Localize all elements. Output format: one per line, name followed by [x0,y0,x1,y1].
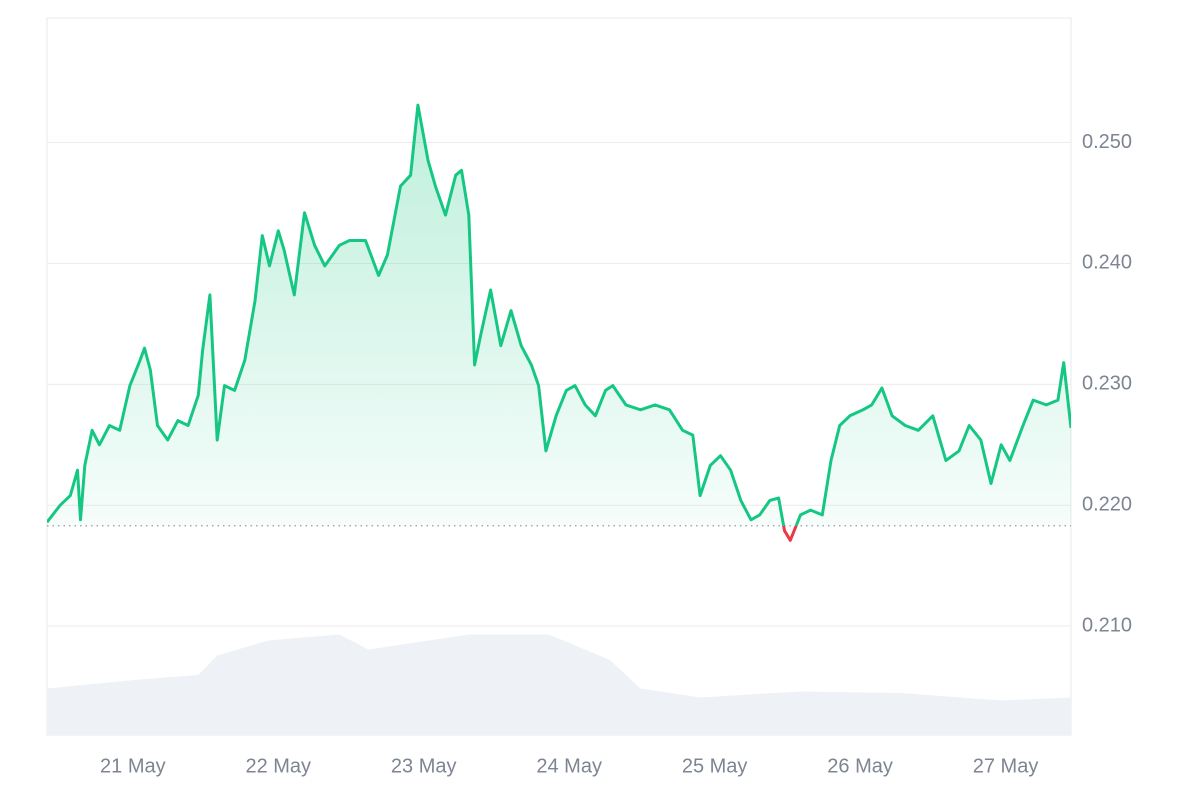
y-tick-label: 0.220 [1082,494,1132,516]
x-tick-label: 23 May [391,755,457,777]
volume-area [47,634,1071,735]
price-line [47,103,1071,526]
x-tick-label: 25 May [682,755,748,777]
x-tick-label: 24 May [536,755,602,777]
x-tick-label: 21 May [100,755,166,777]
x-tick-label: 27 May [973,755,1039,777]
y-tick-label: 0.210 [1082,614,1132,636]
x-tick-label: 22 May [245,755,311,777]
y-tick-label: 0.240 [1082,252,1132,274]
y-tick-label: 0.230 [1082,373,1132,395]
x-tick-label: 26 May [827,755,893,777]
y-tick-label: 0.250 [1082,131,1132,153]
price-area [47,105,1071,526]
